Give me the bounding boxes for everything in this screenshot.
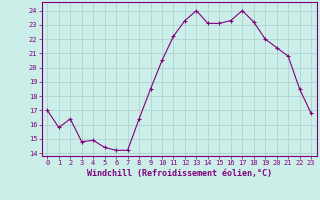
X-axis label: Windchill (Refroidissement éolien,°C): Windchill (Refroidissement éolien,°C): [87, 169, 272, 178]
